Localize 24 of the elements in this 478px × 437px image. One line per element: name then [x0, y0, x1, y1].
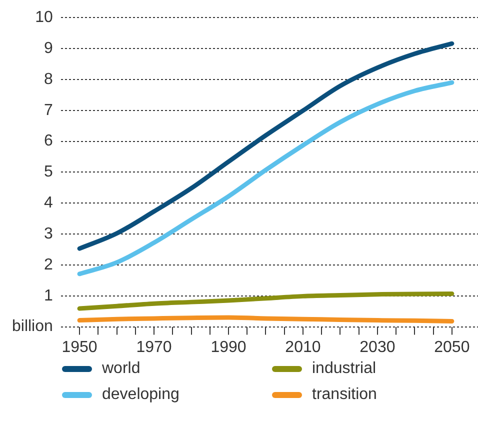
line-series — [77, 291, 454, 311]
x-tick-label: 2030 — [360, 338, 396, 356]
legend-label: developing — [102, 386, 180, 404]
legend-label: world — [102, 360, 140, 378]
y-tick-label: 2 — [44, 256, 54, 274]
y-tick-label: 5 — [44, 164, 54, 181]
line-series — [77, 80, 454, 276]
x-tick-label: 2010 — [285, 338, 321, 356]
y-tick-label: 1 — [44, 287, 54, 304]
y-tick-label: 10 — [35, 9, 54, 26]
y-tick-label: 7 — [44, 102, 54, 119]
y-tick-label: 6 — [44, 132, 54, 150]
y-tick-label: 3 — [44, 225, 54, 242]
y-tick-label: 9 — [44, 40, 54, 57]
y-tick-label: 8 — [44, 70, 54, 88]
legend-label: industrial — [312, 360, 376, 378]
legend-label: transition — [312, 386, 377, 404]
x-tick-label: 1990 — [210, 338, 246, 356]
y-tick-label: 4 — [44, 194, 54, 212]
y-tick-label: billion — [12, 318, 53, 336]
x-tick-label: 1950 — [62, 338, 98, 356]
line-series — [77, 41, 454, 251]
x-tick-label: 2050 — [434, 338, 470, 356]
x-tick-label: 1970 — [136, 338, 172, 356]
